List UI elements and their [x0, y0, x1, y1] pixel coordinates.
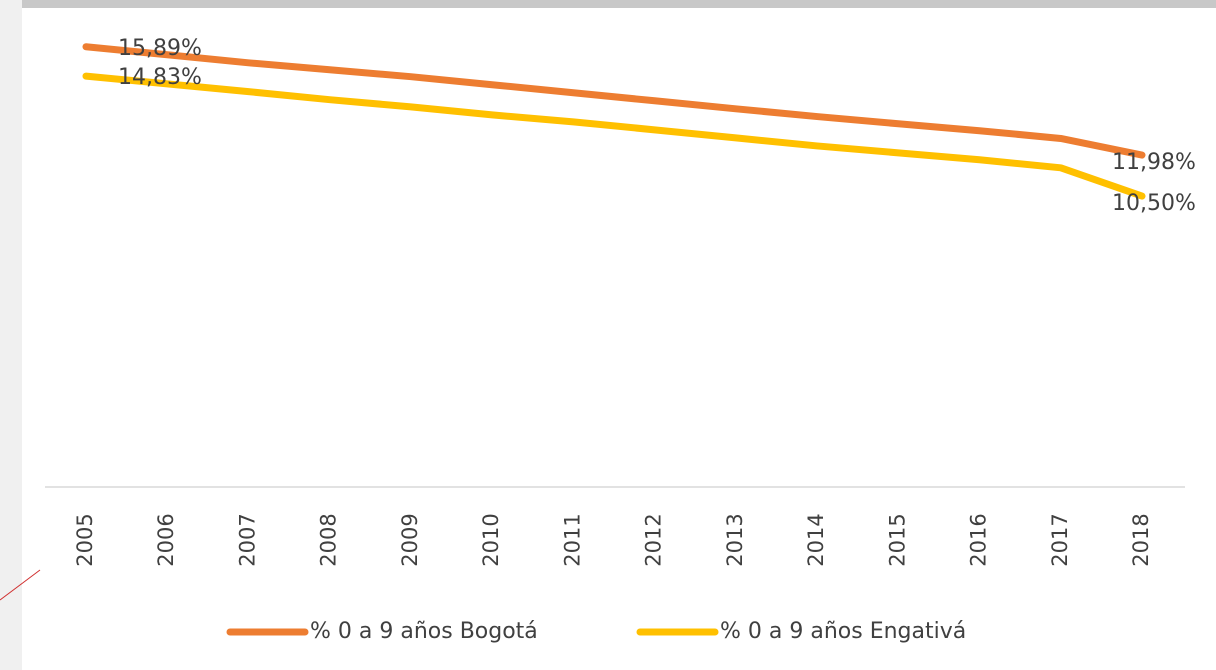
data-label: 14,83%: [118, 65, 202, 90]
decoration: [0, 569, 41, 601]
top-border: [0, 0, 1216, 8]
x-tick-label: 2013: [723, 513, 747, 566]
x-tick-label: 2007: [235, 513, 259, 566]
line-series: [82, 72, 1146, 200]
x-tick-label: 2011: [560, 513, 584, 566]
data-label: 11,98%: [1112, 150, 1196, 175]
line-series: [82, 43, 1146, 159]
x-tick-label: 2014: [804, 513, 828, 566]
x-tick-label: 2016: [967, 513, 991, 566]
x-tick-label: 2006: [154, 513, 178, 566]
x-tick-label: 2017: [1048, 513, 1072, 566]
data-label: 10,50%: [1112, 191, 1196, 216]
x-tick-label: 2015: [885, 513, 909, 566]
x-tick-label: 2018: [1129, 513, 1153, 566]
x-tick-label: 2012: [642, 513, 666, 566]
legend-label: % 0 a 9 años Bogotá: [310, 619, 538, 644]
legend-label: % 0 a 9 años Engativá: [720, 619, 966, 644]
x-tick-label: 2009: [398, 513, 422, 566]
x-tick-label: 2010: [479, 513, 503, 566]
x-tick-label: 2005: [73, 513, 97, 566]
left-border: [0, 0, 22, 670]
data-label: 15,89%: [118, 36, 202, 61]
x-tick-label: 2008: [317, 513, 341, 566]
